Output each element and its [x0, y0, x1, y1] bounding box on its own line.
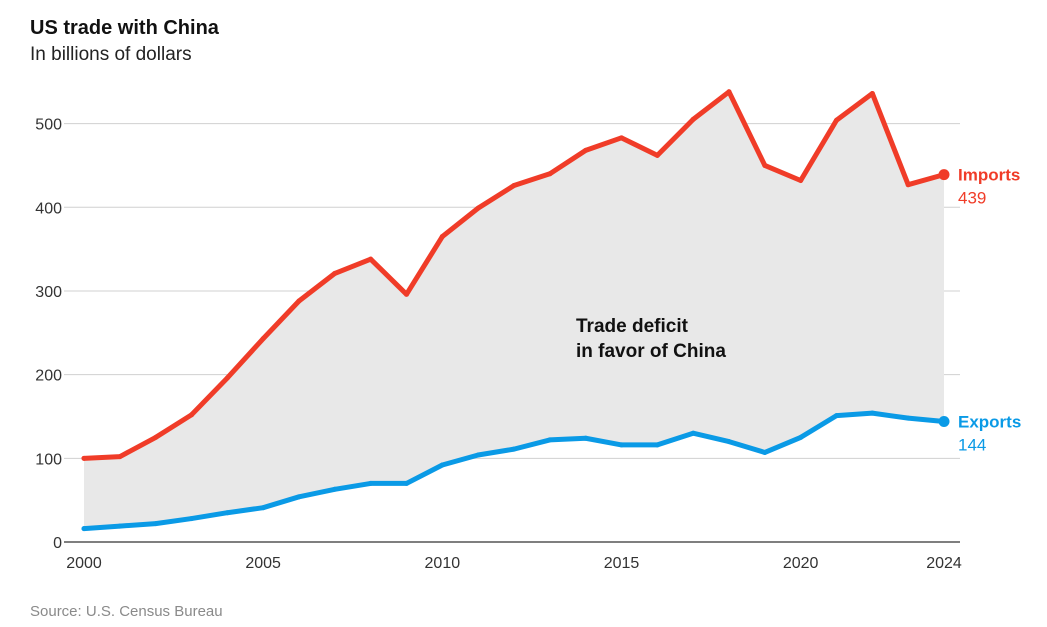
- exports-point: [547, 437, 553, 443]
- series-lines: [81, 89, 950, 532]
- imports-point: [224, 375, 230, 381]
- exports-point: [798, 434, 804, 440]
- y-tick-label: 400: [35, 200, 62, 217]
- imports-point: [153, 434, 159, 440]
- trade-deficit-area: [84, 91, 944, 529]
- imports-point: [475, 205, 481, 211]
- exports-point: [475, 452, 481, 458]
- imports-point: [117, 454, 123, 460]
- exports-point: [153, 521, 159, 527]
- exports-point: [117, 523, 123, 529]
- imports-point: [619, 135, 624, 141]
- end-labels: Imports 439 Exports 144: [958, 166, 1021, 455]
- imports-point: [189, 412, 194, 418]
- imports-point: [726, 89, 732, 95]
- exports-point: [869, 410, 875, 416]
- exports-point: [332, 486, 338, 492]
- imports-point: [296, 298, 302, 304]
- exports-end-value: 144: [958, 436, 986, 455]
- imports-end-value: 439: [958, 189, 986, 208]
- exports-point: [834, 413, 839, 419]
- exports-point: [583, 435, 589, 441]
- exports-point: [368, 480, 374, 486]
- exports-point: [726, 439, 732, 445]
- imports-point: [404, 291, 409, 297]
- chart-title: US trade with China: [30, 17, 219, 39]
- y-tick-label: 500: [35, 117, 62, 134]
- exports-point: [404, 480, 409, 486]
- imports-point: [332, 270, 338, 276]
- imports-point: [583, 147, 589, 153]
- exports-point: [690, 430, 696, 436]
- y-tick-label: 100: [35, 451, 62, 468]
- imports-point: [869, 90, 875, 96]
- exports-point: [81, 526, 87, 532]
- source-note: Source: U.S. Census Bureau: [30, 603, 223, 620]
- annotation-line-2: in favor of China: [576, 341, 726, 362]
- chart-subtitle: In billions of dollars: [30, 44, 192, 65]
- x-axis-labels: 2000 2005 2010 2015 2020 2024: [66, 555, 962, 572]
- imports-point: [654, 152, 660, 158]
- y-tick-label: 200: [35, 368, 62, 385]
- imports-point: [834, 117, 839, 123]
- exports-point: [905, 415, 911, 421]
- imports-point: [511, 183, 517, 189]
- imports-point: [368, 256, 374, 262]
- exports-point: [296, 494, 302, 500]
- imports-point: [905, 182, 911, 188]
- x-tick-label: 2020: [783, 555, 819, 572]
- imports-point: [938, 169, 950, 181]
- x-tick-label: 2010: [425, 555, 461, 572]
- x-tick-label: 2024: [926, 555, 962, 572]
- imports-point: [260, 336, 266, 342]
- exports-point: [260, 505, 266, 511]
- imports-point: [690, 116, 696, 122]
- imports-point: [798, 178, 804, 184]
- y-tick-label: 300: [35, 284, 62, 301]
- exports-point: [938, 416, 950, 428]
- exports-point: [762, 449, 768, 455]
- imports-point: [547, 171, 553, 177]
- y-tick-label: 0: [53, 535, 62, 552]
- x-tick-label: 2015: [604, 555, 640, 572]
- imports-point: [762, 162, 768, 168]
- annotation-line-1: Trade deficit: [576, 316, 689, 337]
- x-tick-label: 2000: [66, 555, 102, 572]
- exports-point: [224, 510, 230, 516]
- exports-point: [511, 446, 517, 452]
- imports-point: [439, 234, 445, 240]
- exports-point: [619, 442, 624, 448]
- imports-series-label: Imports: [958, 166, 1020, 185]
- imports-point: [81, 455, 87, 461]
- exports-point: [439, 462, 445, 468]
- exports-series-label: Exports: [958, 413, 1021, 432]
- x-tick-label: 2005: [245, 555, 281, 572]
- exports-point: [654, 442, 660, 448]
- exports-point: [189, 516, 194, 522]
- y-axis-labels: 0 100 200 300 400 500: [35, 117, 62, 552]
